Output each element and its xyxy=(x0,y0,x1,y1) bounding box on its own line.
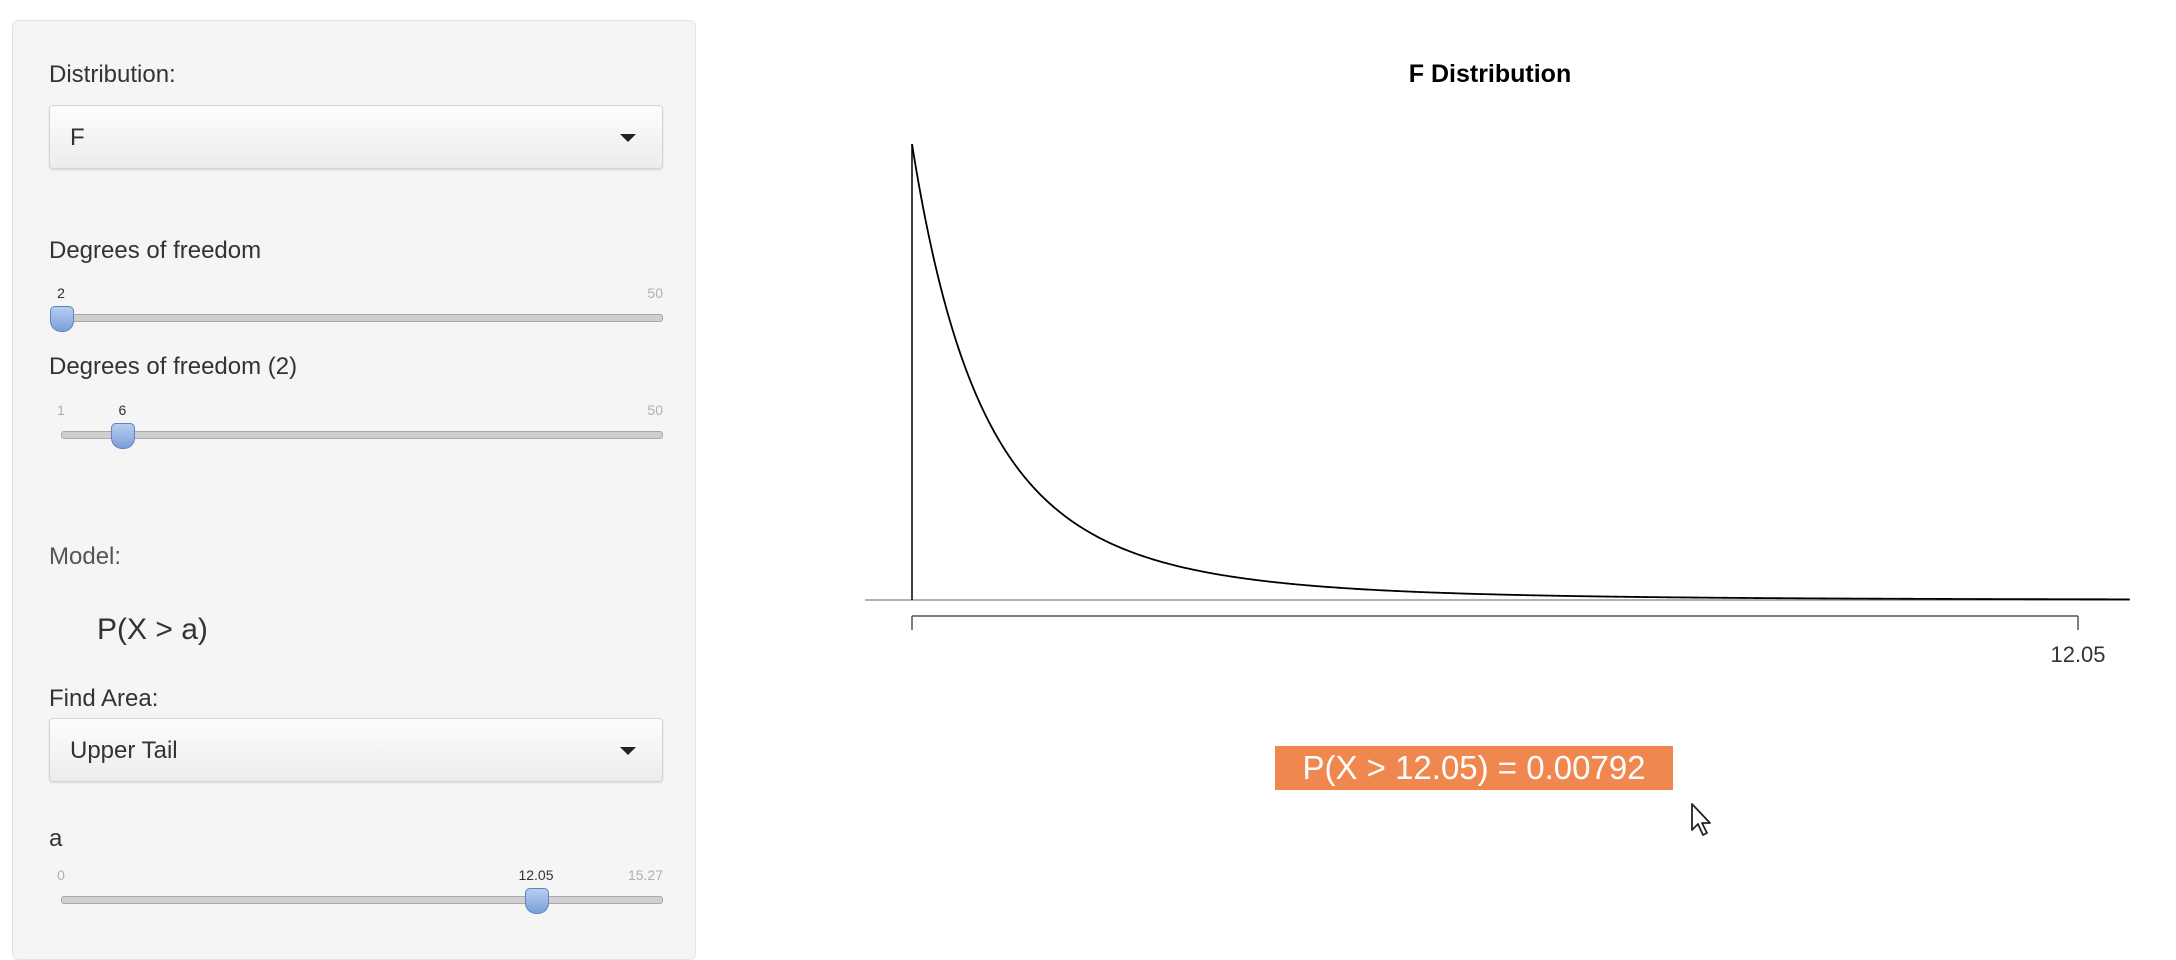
x-tick-label: 12.05 xyxy=(2050,642,2105,667)
probability-result: P(X > 12.05) = 0.00792 xyxy=(1275,746,1673,790)
df2-slider-handle[interactable] xyxy=(111,423,136,449)
find-area-select[interactable]: Upper Tail xyxy=(49,718,663,782)
a-min-tick: 0 xyxy=(57,867,65,883)
df2-value: 6 xyxy=(118,402,127,418)
distribution-label: Distribution: xyxy=(49,61,176,88)
chart-title: F Distribution xyxy=(1409,60,1571,88)
find-area-select-value: Upper Tail xyxy=(70,737,178,764)
df1-slider-track[interactable] xyxy=(61,314,663,322)
caret-down-icon xyxy=(620,747,636,755)
df1-slider-handle[interactable] xyxy=(50,306,74,332)
df2-slider-track[interactable] xyxy=(61,431,663,439)
a-max-tick: 15.27 xyxy=(627,867,663,883)
caret-down-icon xyxy=(620,134,636,142)
a-slider-handle[interactable] xyxy=(524,888,549,914)
df1-label: Degrees of freedom xyxy=(49,237,262,264)
sidebar-panel: Distribution: F Degrees of freedom 2 50 … xyxy=(12,20,696,960)
distribution-select[interactable]: F xyxy=(49,105,663,169)
df2-min-tick: 1 xyxy=(57,402,65,418)
df2-label: Degrees of freedom (2) xyxy=(49,353,298,380)
model-formula: P(X > a) xyxy=(97,613,208,646)
df1-max-tick: 50 xyxy=(647,285,663,301)
a-label: a xyxy=(49,825,63,852)
df1-min-tick: 2 xyxy=(57,285,65,301)
find-area-label: Find Area: xyxy=(49,685,159,712)
distribution-select-value: F xyxy=(70,124,85,151)
df2-slider[interactable]: 1 50 6 xyxy=(49,402,663,452)
density-chart: F Distribution 12.05 xyxy=(865,60,2130,667)
a-value: 12.05 xyxy=(518,867,554,883)
mouse-pointer-icon xyxy=(1691,803,1711,836)
model-label: Model: xyxy=(49,543,122,570)
a-slider[interactable]: 0 15.27 12.05 xyxy=(49,867,663,917)
density-curve xyxy=(911,143,2130,601)
a-slider-track[interactable] xyxy=(61,896,663,904)
df1-slider[interactable]: 2 50 2 xyxy=(49,285,663,335)
df1-value: 2 xyxy=(57,285,65,301)
df2-max-tick: 50 xyxy=(647,402,663,418)
